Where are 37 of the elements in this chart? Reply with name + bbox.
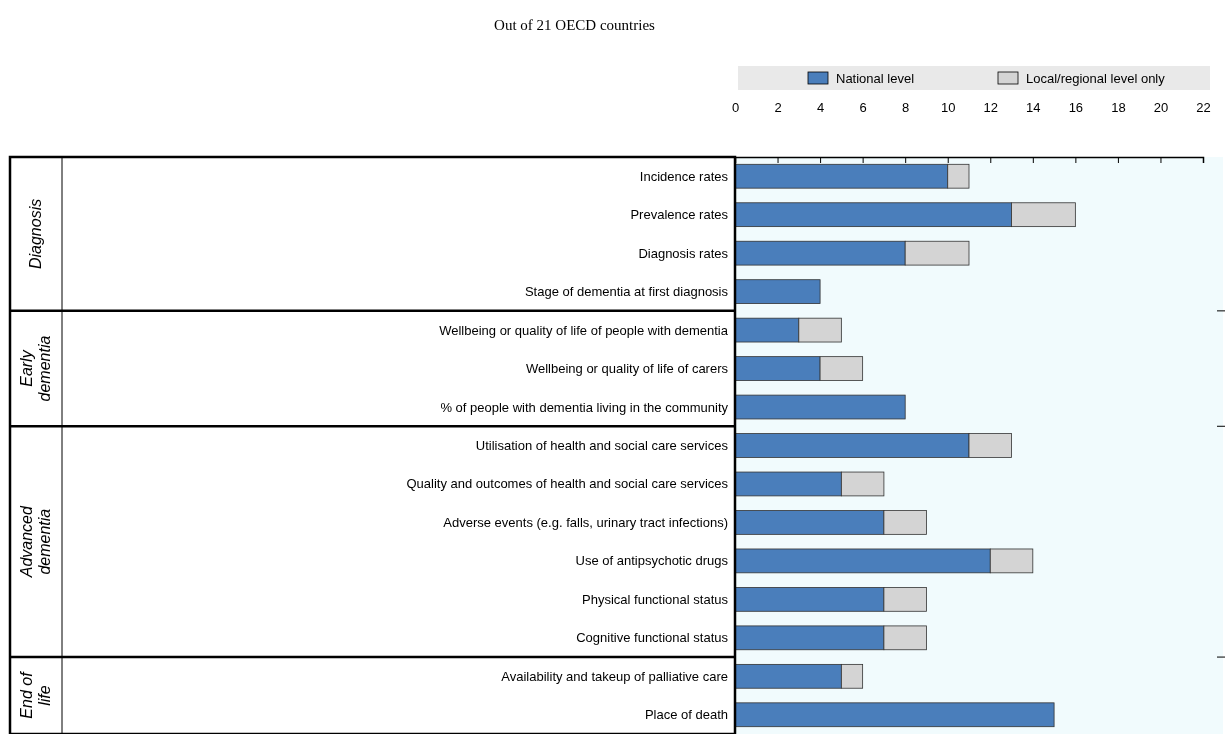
x-tick-label: 14 bbox=[1026, 100, 1041, 115]
y-tick-label: Quality and outcomes of health and social care services bbox=[406, 476, 729, 492]
y-tick-label: Adverse events (e.g. falls, urinary tract infections) bbox=[443, 514, 728, 530]
y-tick-label: Wellbeing or quality of life of people with dementia bbox=[439, 322, 729, 338]
x-tick-label: 12 bbox=[983, 100, 999, 115]
y-tick-label: % of people with dementia living in the community bbox=[440, 399, 729, 415]
text: Diagnosis bbox=[27, 198, 44, 270]
x-tick-label: 0 bbox=[731, 100, 740, 115]
text: Advanced dementia bbox=[18, 504, 53, 579]
y-tick-label: Diagnosis rates bbox=[638, 245, 729, 261]
y-tick-label: Stage of dementia at first diagnosis bbox=[524, 284, 729, 300]
y-tick-label: Physical functional status bbox=[582, 591, 729, 607]
legend-label: National level bbox=[836, 71, 915, 86]
bar bbox=[734, 279, 821, 304]
y-tick-label: Use of antipsychotic drugs bbox=[575, 553, 729, 569]
y-tick-label: Place of death bbox=[644, 707, 728, 723]
y-tick-label: Utilisation of health and social care services bbox=[475, 438, 729, 453]
x-tick-label: 20 bbox=[1153, 100, 1169, 115]
text: Out of 21 OECD countries bbox=[494, 17, 656, 33]
x-tick-label: 2 bbox=[774, 100, 782, 115]
x-tick-label: 10 bbox=[940, 100, 956, 115]
legend-label: Local/regional level only bbox=[1026, 71, 1166, 86]
text: Early dementia bbox=[18, 335, 53, 402]
bar bbox=[734, 394, 906, 420]
x-tick-label: 8 bbox=[902, 100, 910, 115]
text: End of life bbox=[18, 670, 53, 719]
x-tick-label: 18 bbox=[1111, 100, 1126, 115]
y-tick-label: Incidence rates bbox=[639, 168, 729, 184]
y-tick-label: Cognitive functional status bbox=[576, 630, 729, 646]
y-tick-label: Availability and takeup of palliative care bbox=[501, 668, 728, 684]
y-tick-label: Prevalence rates bbox=[630, 207, 729, 223]
x-tick-label: 4 bbox=[816, 100, 825, 115]
y-tick-label: Wellbeing or quality of life of carers bbox=[525, 361, 729, 377]
bar bbox=[734, 702, 1055, 728]
x-tick-label: 16 bbox=[1068, 100, 1084, 115]
x-tick-label: 22 bbox=[1196, 100, 1211, 115]
x-tick-label: 6 bbox=[859, 100, 867, 115]
